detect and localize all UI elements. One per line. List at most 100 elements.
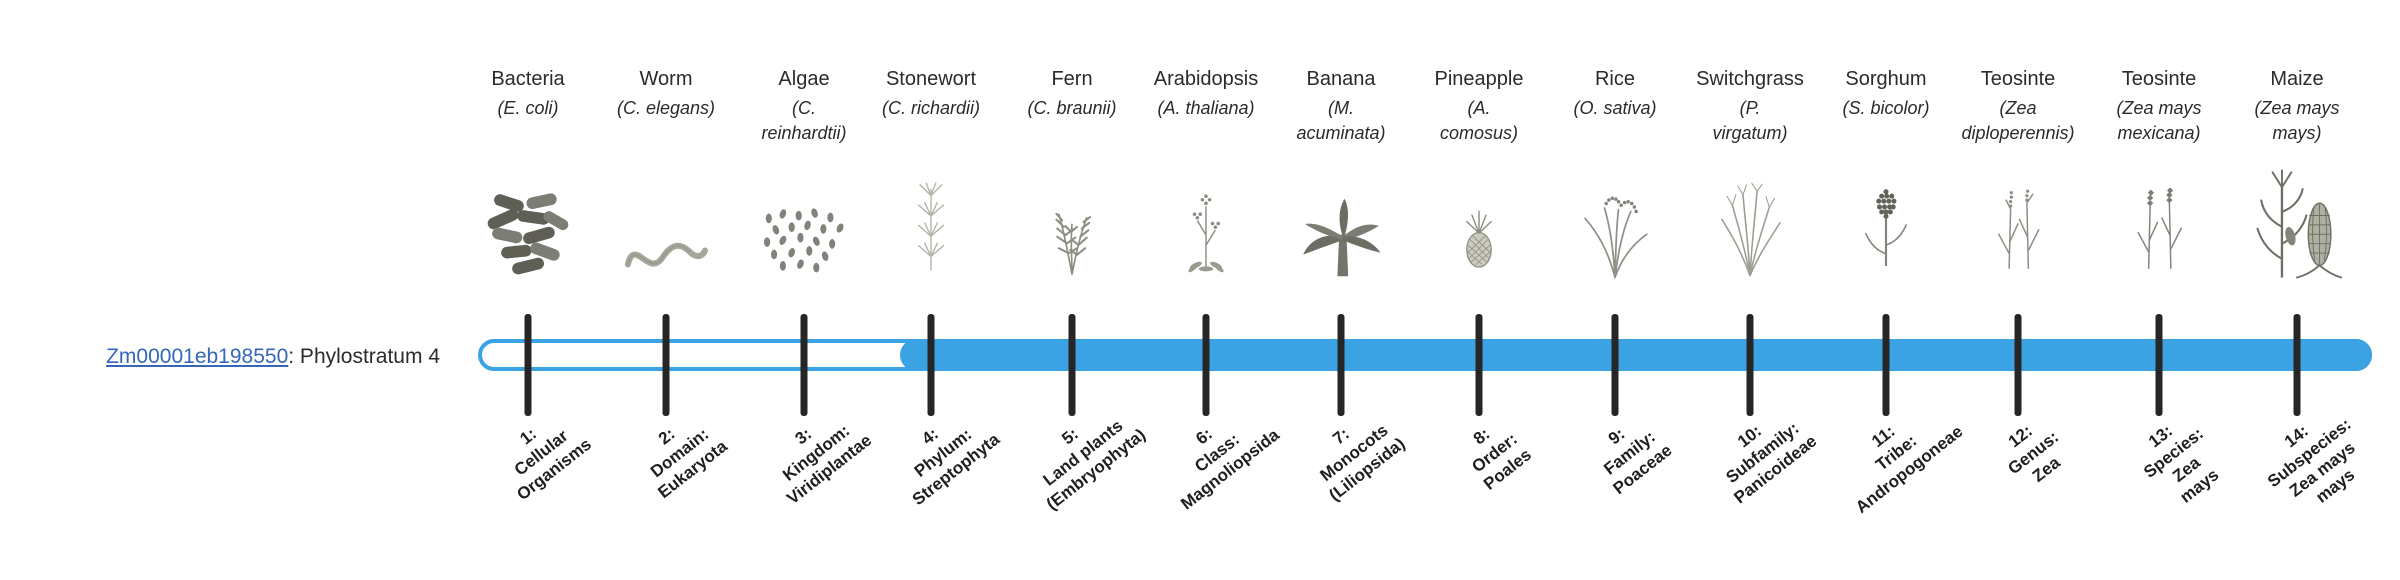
switchgrass-icon xyxy=(1721,182,1781,277)
organism-illustration xyxy=(997,148,1147,280)
organism-scientific-name: (Zea mays mexicana) xyxy=(2116,98,2202,143)
stratum-tick xyxy=(2293,314,2301,416)
organism-column: Maize (Zea mays mays) xyxy=(2222,66,2372,280)
organism-scientific-name: (P. virgatum) xyxy=(1712,98,1788,143)
organism-scientific-name: (C. richardii) xyxy=(881,98,980,118)
stratum-tick xyxy=(662,314,670,416)
organism-common-name: Rice xyxy=(1594,68,1635,90)
stratum-label-text: 2: Domain: Eukaryota xyxy=(646,424,731,503)
stonewort-icon xyxy=(917,182,945,271)
stratum-tick xyxy=(2155,314,2163,416)
organism-illustration xyxy=(2084,148,2234,280)
organism-column: Rice (O. sativa) xyxy=(1540,66,1690,280)
organism-common-name: Teosinte xyxy=(2121,68,2197,90)
phylostrata-bar xyxy=(478,339,2372,371)
stratum-tick xyxy=(1475,314,1483,416)
organism-scientific-name: (Zea mays mays) xyxy=(2254,98,2340,143)
organism-illustration xyxy=(1943,148,2093,280)
organism-scientific-name: (Zea diploperennis) xyxy=(1961,98,2075,143)
organism-common-name: Switchgrass xyxy=(1696,68,1804,90)
stratum-label-text: 6: Class: Magnoliopsida xyxy=(1177,424,1283,514)
organism-illustration xyxy=(2222,148,2372,280)
organism-scientific-name: (C. elegans) xyxy=(616,98,716,118)
stratum-tick xyxy=(1068,314,1076,416)
phylostrata-bar-fill xyxy=(900,339,2372,371)
organism-common-name: Bacteria xyxy=(491,68,565,90)
organism-scientific-name: (C. reinhardtii) xyxy=(761,98,847,143)
organism-column: Fern (C. braunii) xyxy=(997,66,1147,280)
organism-common-name: Stonewort xyxy=(885,68,977,90)
organism-column: Banana (M. acuminata) xyxy=(1266,66,1416,280)
organism-common-name: Teosinte xyxy=(1980,68,2056,90)
organism-illustration xyxy=(1404,148,1554,280)
stratum-label-text: 10: Subfamily: Panicoideae xyxy=(1722,418,1821,508)
gene-row: Zm00001eb198550: Phylostratum 4 xyxy=(40,344,440,370)
organism-column: Bacteria (E. coli) xyxy=(453,66,603,280)
organism-column: Arabidopsis (A. thaliana) xyxy=(1131,66,1281,280)
organism-column: Pineapple (A. comosus) xyxy=(1404,66,1554,280)
stratum-tick xyxy=(1746,314,1754,416)
organism-illustration xyxy=(1675,148,1825,280)
fern-icon xyxy=(1055,212,1092,275)
maize-plant-and-cob-icon xyxy=(2256,169,2343,279)
stratum-label-text: 14: Subspecies: Zea mays mays xyxy=(2264,414,2359,507)
teosinte-diploperennis-icon xyxy=(1998,189,2040,269)
algae-icon xyxy=(763,208,844,273)
rice-plant-icon xyxy=(1584,196,1648,279)
organism-common-name: Algae xyxy=(778,68,830,90)
stratum-tick xyxy=(1337,314,1345,416)
stratum-label-text: 4: Phylum: Streptophyta xyxy=(908,424,1004,510)
stratum-tick xyxy=(524,314,532,416)
organism-column: Stonewort (C. richardii) xyxy=(856,66,1006,280)
arabidopsis-icon xyxy=(1188,194,1224,273)
organism-common-name: Pineapple xyxy=(1434,68,1524,90)
stratum-tick xyxy=(1611,314,1619,416)
stratum-label-text: 5: Land plants (Embryophyta) xyxy=(1039,415,1150,514)
stratum-label-text: 12: Genus: Zea xyxy=(2004,421,2064,486)
pineapple-icon xyxy=(1466,210,1492,268)
organism-illustration xyxy=(591,148,741,280)
stratum-tick xyxy=(800,314,808,416)
gene-id-link[interactable]: Zm00001eb198550 xyxy=(106,345,289,368)
stratum-label-text: 9: Family: Poaceae xyxy=(1600,424,1676,499)
organism-common-name: Worm xyxy=(639,68,693,90)
stratum-tick xyxy=(1202,314,1210,416)
organism-column: Switchgrass (P. virgatum) xyxy=(1675,66,1825,280)
organism-illustration xyxy=(1540,148,1690,280)
organism-illustration xyxy=(453,148,603,280)
organism-scientific-name: (M. acuminata) xyxy=(1296,98,1386,143)
stratum-label-text: 3: Kingdom: Viridiplantae xyxy=(779,420,876,509)
organism-illustration xyxy=(1266,148,1416,280)
stratum-label-text: 13: Species: Zea mays xyxy=(2140,421,2223,507)
stratum-label-text: 7: Monocots (Liliopsida) xyxy=(1316,420,1409,505)
organism-scientific-name: (O. sativa) xyxy=(1573,98,1657,118)
stratum-tick xyxy=(1882,314,1890,416)
gene-phylostratum-text: : Phylostratum 4 xyxy=(288,345,440,368)
organism-scientific-name: (C. braunii) xyxy=(1027,98,1117,118)
organism-illustration xyxy=(856,148,1006,280)
organism-column: Teosinte (Zea mays mexicana) xyxy=(2084,66,2234,280)
stratum-tick xyxy=(2014,314,2022,416)
organism-common-name: Sorghum xyxy=(1845,68,1927,90)
organism-column: Teosinte (Zea diploperennis) xyxy=(1943,66,2093,280)
stratum-tick xyxy=(927,314,935,416)
organism-column: Worm (C. elegans) xyxy=(591,66,741,280)
sorghum-icon xyxy=(1865,189,1907,266)
organism-common-name: Maize xyxy=(2270,68,2324,90)
bacteria-icon xyxy=(487,193,569,275)
organism-column: Sorghum (S. bicolor) xyxy=(1811,66,1961,280)
organism-illustration xyxy=(1811,148,1961,280)
organism-scientific-name: (E. coli) xyxy=(497,98,559,118)
organism-common-name: Banana xyxy=(1306,68,1376,90)
organism-scientific-name: (A. thaliana) xyxy=(1157,98,1255,118)
organism-scientific-name: (A. comosus) xyxy=(1439,98,1519,143)
teosinte-mexicana-icon xyxy=(2137,187,2182,269)
stratum-label-text: 1: Cellular Organisms xyxy=(510,424,595,505)
stratum-label-text: 8: Order: Poales xyxy=(1468,424,1535,494)
organism-illustration xyxy=(729,148,879,280)
banana-tree-icon xyxy=(1303,198,1381,277)
worm-icon xyxy=(624,242,709,268)
organism-common-name: Arabidopsis xyxy=(1153,68,1259,90)
stratum-label-text: 11: Tribe: Andropogoneae xyxy=(1851,421,1967,517)
